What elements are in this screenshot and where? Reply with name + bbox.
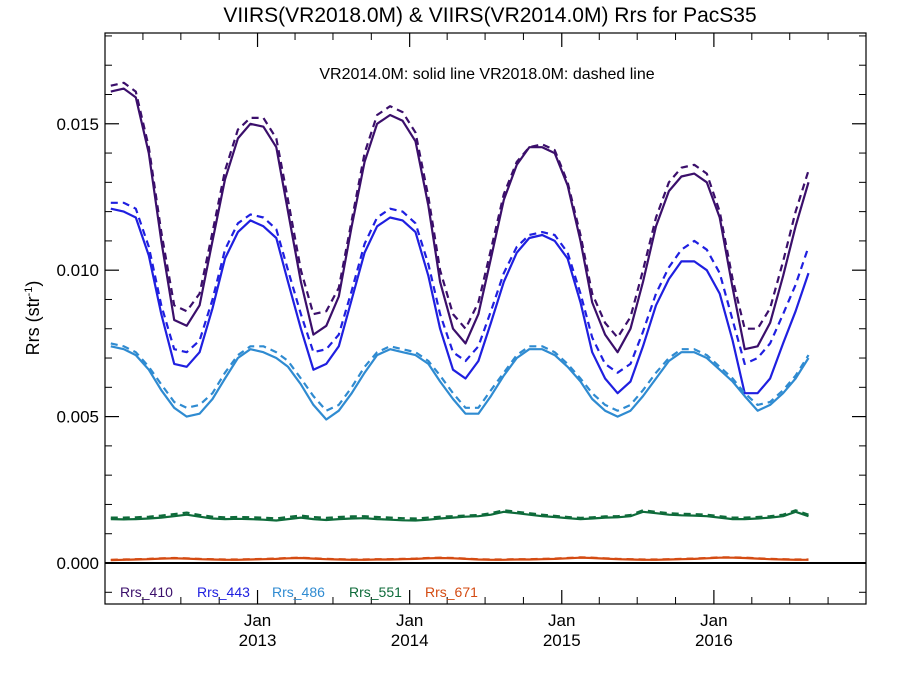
y-tick-label-2: 0.010 bbox=[56, 261, 99, 280]
x-tick-month-3: Jan bbox=[700, 611, 727, 630]
y-axis: 0.000 0.005 0.010 0.015 bbox=[56, 35, 866, 593]
series-rrs-410-dashed bbox=[110, 81, 810, 339]
y-tick-label-0: 0.000 bbox=[56, 554, 99, 573]
series-rrs-551-solid bbox=[110, 510, 809, 522]
y-tick-label-3: 0.015 bbox=[56, 115, 99, 134]
y-axis-label-text: Rrs (str bbox=[23, 296, 43, 355]
y-tick-label-1: 0.005 bbox=[56, 408, 99, 427]
legend-entry-rrs-551: Rrs_551 bbox=[349, 584, 402, 600]
x-tick-year-2: 2015 bbox=[543, 631, 581, 650]
series-rrs-486-dashed bbox=[110, 342, 810, 412]
y-axis-label-superscript: -1 bbox=[23, 287, 35, 297]
x-tick-month-1: Jan bbox=[396, 611, 423, 630]
x-tick-year-1: 2014 bbox=[391, 631, 429, 650]
legend-entry-rrs-443: Rrs_443 bbox=[197, 584, 250, 600]
series-rrs-443-solid bbox=[110, 207, 810, 395]
series-rrs-551-dashed bbox=[110, 509, 809, 520]
series-rrs-486-solid bbox=[110, 345, 810, 421]
legend-entry-rrs-486: Rrs_486 bbox=[272, 584, 325, 600]
legend-entry-rrs-671: Rrs_671 bbox=[425, 584, 478, 600]
y-axis-label-close: ) bbox=[23, 281, 43, 287]
series-rrs-671-solid bbox=[110, 556, 809, 562]
series-rrs-410-solid bbox=[110, 87, 810, 354]
legend: Rrs_410 Rrs_443 Rrs_486 Rrs_551 Rrs_671 bbox=[120, 584, 478, 600]
line-style-annotation: VR2014.0M: solid line VR2018.0M: dashed … bbox=[319, 66, 654, 83]
x-tick-year-3: 2016 bbox=[695, 631, 733, 650]
series-rrs-443-dashed bbox=[110, 201, 810, 374]
x-tick-year-0: 2013 bbox=[239, 631, 277, 650]
series-lines bbox=[105, 81, 866, 565]
x-tick-month-0: Jan bbox=[244, 611, 271, 630]
x-tick-month-2: Jan bbox=[548, 611, 575, 630]
y-axis-label: Rrs (str-1) bbox=[23, 281, 43, 356]
chart-title: VIIRS(VR2018.0M) & VIIRS(VR2014.0M) Rrs … bbox=[223, 4, 756, 27]
legend-entry-rrs-410: Rrs_410 bbox=[120, 584, 173, 600]
